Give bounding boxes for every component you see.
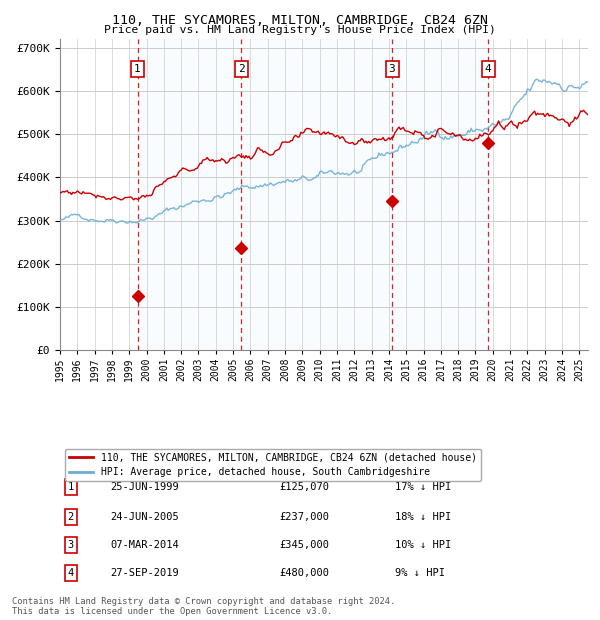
Text: 18% ↓ HPI: 18% ↓ HPI (395, 512, 452, 522)
Text: 3: 3 (67, 540, 74, 550)
Text: 4: 4 (67, 568, 74, 578)
Text: 27-SEP-2019: 27-SEP-2019 (110, 568, 179, 578)
Text: £125,070: £125,070 (279, 482, 329, 492)
Text: 110, THE SYCAMORES, MILTON, CAMBRIDGE, CB24 6ZN: 110, THE SYCAMORES, MILTON, CAMBRIDGE, C… (112, 14, 488, 27)
Text: 2: 2 (238, 64, 245, 74)
Text: 2: 2 (67, 512, 74, 522)
Text: 24-JUN-2005: 24-JUN-2005 (110, 512, 179, 522)
Text: 17% ↓ HPI: 17% ↓ HPI (395, 482, 452, 492)
Legend: 110, THE SYCAMORES, MILTON, CAMBRIDGE, CB24 6ZN (detached house), HPI: Average p: 110, THE SYCAMORES, MILTON, CAMBRIDGE, C… (65, 448, 481, 481)
Text: 4: 4 (485, 64, 491, 74)
Text: This data is licensed under the Open Government Licence v3.0.: This data is licensed under the Open Gov… (12, 607, 332, 616)
Text: 07-MAR-2014: 07-MAR-2014 (110, 540, 179, 550)
Text: £480,000: £480,000 (279, 568, 329, 578)
Text: Contains HM Land Registry data © Crown copyright and database right 2024.: Contains HM Land Registry data © Crown c… (12, 597, 395, 606)
Text: £237,000: £237,000 (279, 512, 329, 522)
Text: £345,000: £345,000 (279, 540, 329, 550)
Text: 9% ↓ HPI: 9% ↓ HPI (395, 568, 445, 578)
Bar (137, 39, 488, 350)
Text: 25-JUN-1999: 25-JUN-1999 (110, 482, 179, 492)
Text: 1: 1 (67, 482, 74, 492)
Text: 3: 3 (389, 64, 395, 74)
Text: Price paid vs. HM Land Registry's House Price Index (HPI): Price paid vs. HM Land Registry's House … (104, 25, 496, 35)
Text: 1: 1 (134, 64, 141, 74)
Text: 10% ↓ HPI: 10% ↓ HPI (395, 540, 452, 550)
